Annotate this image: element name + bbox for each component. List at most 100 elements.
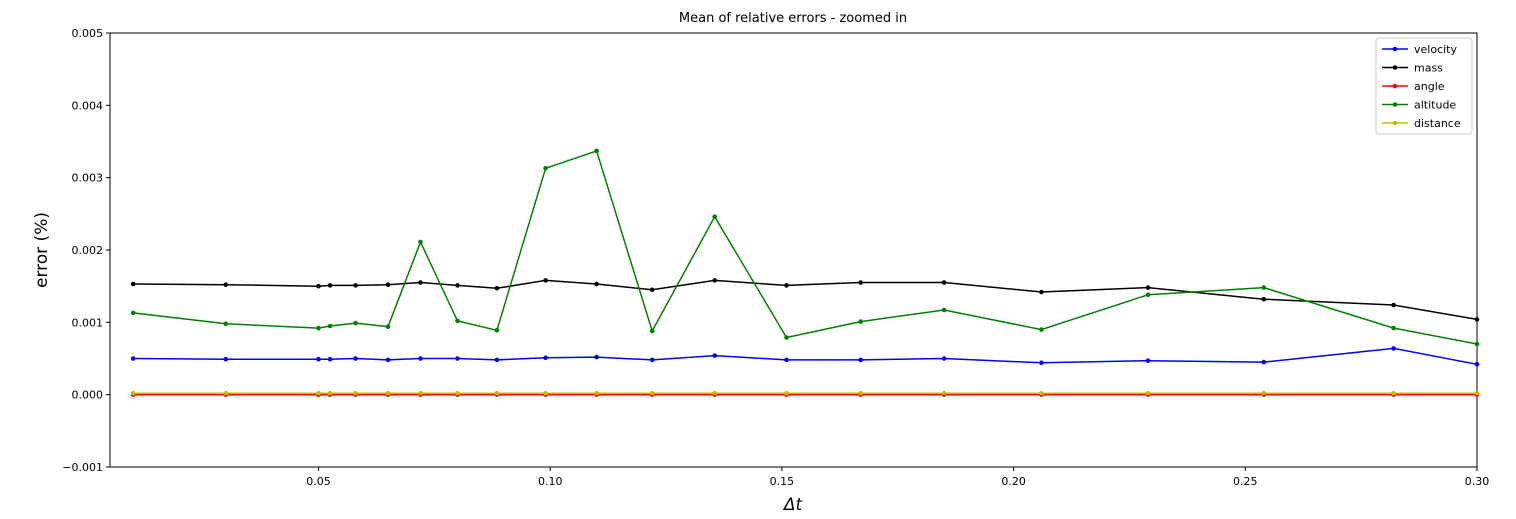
data-point-altitude bbox=[784, 335, 789, 340]
data-point-velocity bbox=[316, 356, 321, 362]
data-point-distance bbox=[494, 390, 500, 396]
data-point-distance bbox=[1474, 390, 1480, 396]
y-tick-label: 0.001 bbox=[72, 316, 104, 329]
data-point-distance bbox=[130, 390, 136, 396]
y-tick-label: 0.005 bbox=[72, 27, 104, 40]
data-point-mass bbox=[316, 283, 321, 289]
data-point-altitude bbox=[385, 324, 391, 330]
series-altitude bbox=[130, 148, 1480, 347]
data-point-altitude bbox=[494, 328, 500, 333]
data-point-velocity bbox=[1261, 359, 1267, 365]
legend-item-angle: angle bbox=[1382, 80, 1445, 93]
data-point-altitude bbox=[712, 214, 717, 219]
data-point-altitude bbox=[353, 320, 358, 326]
data-point-velocity bbox=[1039, 360, 1044, 366]
y-tick-label: 0.003 bbox=[72, 172, 104, 185]
data-point-velocity bbox=[385, 357, 391, 363]
data-point-distance bbox=[455, 390, 460, 396]
data-point-mass bbox=[223, 282, 229, 288]
data-point-distance bbox=[1391, 390, 1396, 396]
legend-swatch-marker bbox=[1392, 46, 1398, 52]
data-point-velocity bbox=[784, 357, 789, 363]
data-point-mass bbox=[941, 280, 947, 285]
series-layer bbox=[130, 148, 1480, 398]
data-point-mass bbox=[1145, 285, 1151, 290]
data-point-distance bbox=[418, 390, 423, 396]
data-point-mass bbox=[494, 286, 500, 291]
data-point-velocity bbox=[223, 356, 229, 362]
data-point-velocity bbox=[594, 354, 599, 360]
series-distance bbox=[130, 390, 1480, 396]
data-point-mass bbox=[455, 283, 460, 288]
data-point-altitude bbox=[1145, 292, 1151, 298]
data-point-altitude bbox=[543, 166, 548, 171]
data-point-distance bbox=[594, 390, 599, 396]
data-point-altitude bbox=[1474, 341, 1480, 347]
data-point-altitude bbox=[649, 328, 655, 334]
data-point-velocity bbox=[649, 357, 655, 363]
data-point-altitude bbox=[223, 321, 229, 327]
x-tick-label: 0.15 bbox=[770, 475, 795, 488]
y-axis: −0.001 0.000 0.001 0.002 0.003 0.004 0.005 bbox=[62, 27, 110, 474]
y-tick-label: 0.002 bbox=[72, 244, 104, 257]
legend-item-altitude: altitude bbox=[1382, 99, 1456, 112]
data-point-velocity bbox=[494, 357, 500, 363]
data-point-distance bbox=[712, 390, 717, 396]
data-point-distance bbox=[649, 390, 655, 396]
data-point-mass bbox=[649, 287, 655, 293]
legend-swatch-marker bbox=[1392, 102, 1398, 107]
x-axis: 0.05 0.10 0.15 0.20 0.25 0.30 bbox=[306, 467, 1489, 488]
data-point-altitude bbox=[455, 318, 460, 324]
legend-swatch-marker bbox=[1392, 83, 1398, 89]
data-point-distance bbox=[385, 390, 391, 396]
data-point-altitude bbox=[941, 307, 947, 313]
legend-label: altitude bbox=[1414, 99, 1456, 112]
data-point-distance bbox=[543, 390, 548, 396]
data-point-altitude bbox=[1391, 325, 1396, 331]
data-point-velocity bbox=[941, 356, 947, 361]
data-point-mass bbox=[1039, 289, 1044, 295]
data-point-mass bbox=[1391, 302, 1396, 308]
legend-box bbox=[1375, 37, 1473, 135]
x-tick-label: 0.05 bbox=[306, 475, 331, 488]
data-point-distance bbox=[941, 390, 947, 396]
y-tick-label: −0.001 bbox=[62, 461, 103, 474]
data-point-mass bbox=[353, 283, 358, 288]
data-point-velocity bbox=[712, 353, 717, 358]
y-axis-label: error (%) bbox=[32, 212, 52, 288]
legend-label: velocity bbox=[1414, 43, 1457, 56]
data-point-velocity bbox=[1474, 362, 1480, 367]
data-point-distance bbox=[784, 390, 789, 396]
data-point-distance bbox=[858, 390, 863, 396]
data-point-mass bbox=[385, 282, 391, 288]
data-point-mass bbox=[858, 280, 863, 285]
data-point-altitude bbox=[418, 239, 423, 245]
data-point-velocity bbox=[130, 356, 136, 361]
data-point-altitude bbox=[594, 148, 599, 154]
data-point-altitude bbox=[1039, 327, 1044, 332]
data-point-velocity bbox=[543, 355, 548, 361]
y-tick-label: 0.004 bbox=[72, 99, 104, 112]
chart-title: Mean of relative errors - zoomed in bbox=[679, 11, 907, 26]
legend-item-velocity: velocity bbox=[1382, 43, 1457, 56]
data-point-mass bbox=[327, 283, 333, 288]
data-point-mass bbox=[130, 281, 136, 287]
data-point-distance bbox=[223, 390, 229, 396]
x-tick-label: 0.10 bbox=[538, 475, 563, 488]
data-point-distance bbox=[1261, 390, 1267, 396]
data-point-altitude bbox=[1261, 285, 1267, 290]
y-tick-label: 0.000 bbox=[72, 389, 104, 402]
data-point-mass bbox=[712, 278, 717, 283]
data-point-distance bbox=[353, 390, 358, 396]
legend-swatch-marker bbox=[1392, 65, 1398, 70]
data-point-distance bbox=[316, 390, 321, 396]
x-tick-label: 0.30 bbox=[1465, 475, 1490, 488]
data-point-mass bbox=[418, 280, 423, 285]
legend-item-mass: mass bbox=[1382, 62, 1443, 75]
data-point-velocity bbox=[1145, 358, 1151, 364]
data-point-mass bbox=[784, 283, 789, 288]
data-point-velocity bbox=[418, 356, 423, 361]
data-point-mass bbox=[1261, 296, 1267, 302]
data-point-mass bbox=[1474, 317, 1480, 322]
